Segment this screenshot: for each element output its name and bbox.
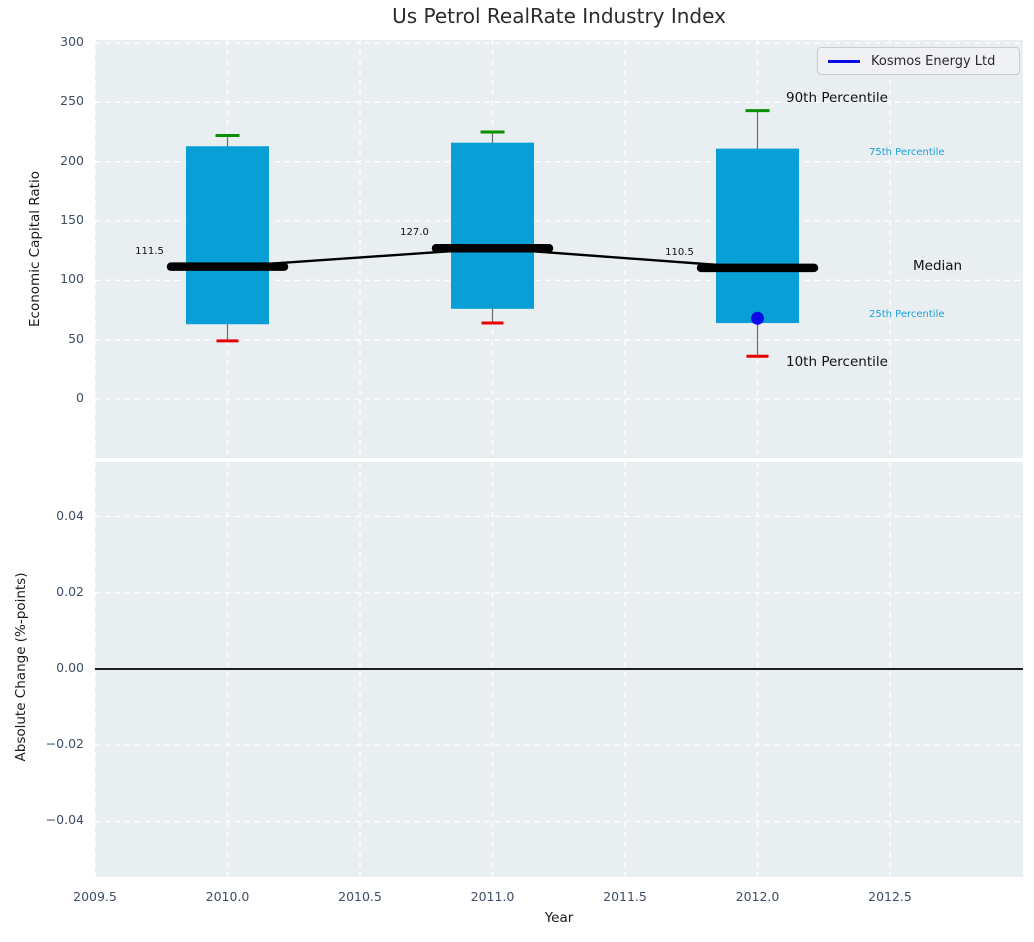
y-axis-label-economic: Economic Capital Ratio [27,171,43,327]
kosmos-marker [751,311,764,325]
legend-line-icon [828,59,860,63]
label-75th-percentile: 75th Percentile [869,147,945,158]
x-axis-label: Year [544,910,574,926]
label-10th-percentile: 10th Percentile [786,354,888,370]
percentile-box [716,148,799,324]
label-median: Median [913,258,963,274]
percentile-box [186,146,269,325]
percentile-box [451,142,534,309]
label-25th-percentile: 25th Percentile [869,309,945,320]
legend-label: Kosmos Energy Ltd [871,53,996,69]
label-90th-percentile: 90th Percentile [786,90,888,106]
legend: Kosmos Energy Ltd [817,47,1020,75]
chart-title: Us Petrol RealRate Industry Index [392,4,726,28]
y-axis-label-change: Absolute Change (%-points) [13,572,29,762]
